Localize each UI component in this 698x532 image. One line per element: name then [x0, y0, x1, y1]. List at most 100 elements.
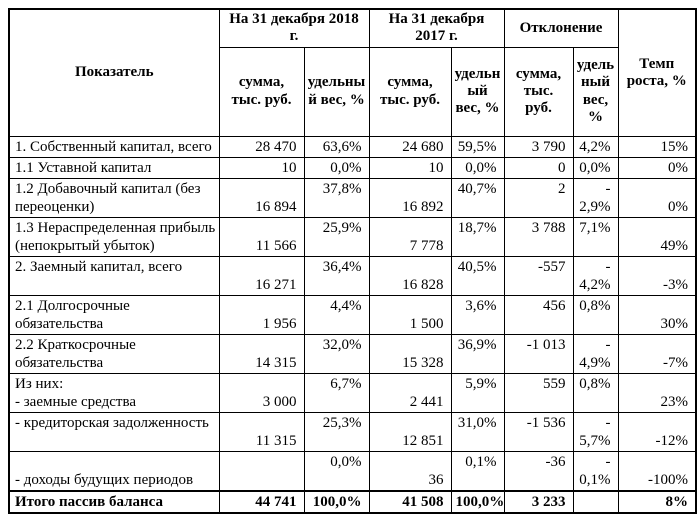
table-row: 1.1 Уставной капитал 10 0,0% 10 0,0% 0 0,0% 0% [8, 156, 697, 179]
cell-weight2018: 36,4% [303, 255, 370, 296]
cell-sum2017: 2 441 [368, 372, 452, 413]
cell-growth: 30% [617, 294, 697, 335]
cell-dev-weight: - 5,7% [572, 411, 619, 452]
cell-weight2017: 18,7% [450, 216, 505, 257]
cell-sum2017: 16 892 [368, 177, 452, 218]
cell-dev-sum: -1 536 [503, 411, 574, 452]
cell-dev-sum: -1 013 [503, 333, 574, 374]
cell-growth: -3% [617, 255, 697, 296]
table-row: 2. Заемный капитал, всего 16 271 36,4% 16 8… [8, 255, 697, 296]
cell-dev-weight: 0,8% [572, 294, 619, 335]
col-header-weight-2018: удельный вес, % [303, 46, 370, 137]
cell-growth: 0% [617, 177, 697, 218]
table-row: 2.1 Долгосрочные обязательства 1 956 4,4% 1… [8, 294, 697, 335]
table-row: 2.2 Краткосрочные обязательства 14 315 32,… [8, 333, 697, 374]
cell-weight2017: 5,9% [450, 372, 505, 413]
cell-label: 1. Собственный капитал, всего [8, 135, 220, 158]
table-row: 1.3 Нераспределенная прибыль (непокрытый… [8, 216, 697, 257]
header-row-sub: сумма, тыс. руб. удельный вес, % сумма, … [9, 46, 696, 137]
cell-label: - кредиторская задолженность [8, 411, 220, 452]
cell-weight2018: 25,3% [303, 411, 370, 452]
cell-dev-weight: - 2,9% [572, 177, 619, 218]
cell-dev-sum: 0 [503, 156, 574, 179]
cell-weight2017: 31,0% [450, 411, 505, 452]
table-row: - доходы будущих периодов 0,0% 36 0,1% -36- … [8, 450, 697, 491]
table-row: - кредиторская задолженность 11 315 25,3% 1… [8, 411, 697, 452]
cell-dev-sum: 2 [503, 177, 574, 218]
cell-sum2018: 11 566 [218, 216, 305, 257]
cell-sum2018 [218, 450, 305, 491]
cell-sum2018: 44 741 [218, 489, 305, 513]
cell-weight2018: 32,0% [303, 333, 370, 374]
col-header-group-2018: На 31 декабря 2018 г. [218, 8, 370, 48]
cell-weight2018: 25,9% [303, 216, 370, 257]
cell-dev-sum: 3 788 [503, 216, 574, 257]
cell-sum2017: 12 851 [368, 411, 452, 452]
cell-growth: -100% [617, 450, 697, 491]
cell-weight2018: 63,6% [303, 135, 370, 158]
cell-label: 1.3 Нераспределенная прибыль (непокрытый… [8, 216, 220, 257]
cell-label: Из них: - заемные средства [8, 372, 220, 413]
cell-weight2017: 40,7% [450, 177, 505, 218]
cell-label: 2.1 Долгосрочные обязательства [8, 294, 220, 335]
table-body: 1. Собственный капитал, всего 28 470 63,6%… [8, 135, 697, 513]
cell-sum2017: 1 500 [368, 294, 452, 335]
cell-label: 2.2 Краткосрочные обязательства [8, 333, 220, 374]
cell-weight2017: 40,5% [450, 255, 505, 296]
cell-dev-sum: 456 [503, 294, 574, 335]
total-row: Итого пассив баланса 44 741 100,0% 41 508 10… [8, 489, 697, 513]
cell-growth: 15% [617, 135, 697, 158]
cell-label: Итого пассив баланса [8, 489, 220, 513]
cell-label: 1.1 Уставной капитал [8, 156, 220, 179]
cell-weight2017: 36,9% [450, 333, 505, 374]
cell-sum2018: 14 315 [218, 333, 305, 374]
cell-dev-weight: - 0,1% [572, 450, 619, 491]
cell-label: 1.2 Добавочный капитал (без переоценки) [8, 177, 220, 218]
cell-sum2018: 3 000 [218, 372, 305, 413]
cell-weight2017: 3,6% [450, 294, 505, 335]
col-header-sum-2018: сумма, тыс. руб. [218, 46, 305, 137]
cell-growth: 0% [617, 156, 697, 179]
cell-sum2017: 41 508 [368, 489, 452, 513]
cell-weight2017: 0,0% [450, 156, 505, 179]
col-header-growth-rate: Темп роста, % [617, 8, 697, 137]
col-header-weight-2017: удельный вес, % [450, 46, 505, 137]
cell-sum2018: 10 [218, 156, 305, 179]
cell-dev-weight: 0,8% [572, 372, 619, 413]
cell-sum2018: 1 956 [218, 294, 305, 335]
cell-growth: -7% [617, 333, 697, 374]
cell-growth: 49% [617, 216, 697, 257]
cell-weight2018: 0,0% [303, 156, 370, 179]
table-row: 1.2 Добавочный капитал (без переоценки) 1… [8, 177, 697, 218]
cell-sum2017: 16 828 [368, 255, 452, 296]
col-header-group-2017: На 31 декабря 2017 г. [368, 8, 505, 48]
cell-dev-sum: 3 233 [503, 489, 574, 513]
cell-dev-weight [572, 489, 619, 513]
cell-weight2018: 37,8% [303, 177, 370, 218]
cell-dev-weight: 7,1% [572, 216, 619, 257]
cell-growth: -12% [617, 411, 697, 452]
cell-dev-sum: 559 [503, 372, 574, 413]
cell-dev-sum: -557 [503, 255, 574, 296]
header-row-groups: Показатель На 31 декабря 2018 г. На 31 д… [8, 8, 697, 137]
col-header-sum-2017: сумма, тыс. руб. [368, 46, 452, 137]
cell-dev-sum: 3 790 [503, 135, 574, 158]
table-row: Из них: - заемные средства 3 000 6,7% 2 441… [8, 372, 697, 413]
cell-sum2018: 11 315 [218, 411, 305, 452]
cell-dev-weight: 4,2% [572, 135, 619, 158]
table-row: 1. Собственный капитал, всего 28 470 63,6%… [8, 135, 697, 158]
cell-sum2017: 7 778 [368, 216, 452, 257]
cell-weight2018: 0,0% [303, 450, 370, 491]
cell-sum2017: 15 328 [368, 333, 452, 374]
cell-dev-weight: - 4,9% [572, 333, 619, 374]
cell-sum2018: 28 470 [218, 135, 305, 158]
cell-dev-weight: 0,0% [572, 156, 619, 179]
cell-weight2017: 59,5% [450, 135, 505, 158]
cell-weight2017: 100,0% [450, 489, 505, 513]
cell-sum2017: 10 [368, 156, 452, 179]
cell-sum2017: 36 [368, 450, 452, 491]
col-header-group-deviation: Отклонение [503, 8, 619, 48]
cell-sum2017: 24 680 [368, 135, 452, 158]
cell-weight2018: 4,4% [303, 294, 370, 335]
col-header-weight-deviation: удельный вес, % [572, 46, 619, 137]
